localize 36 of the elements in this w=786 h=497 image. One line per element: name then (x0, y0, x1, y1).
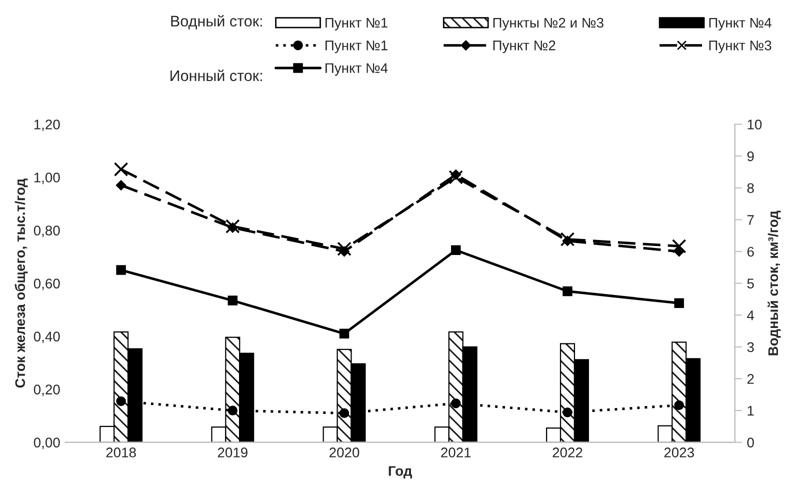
y-tick-label: 1,20 (34, 120, 60, 132)
x-tick-label: 2020 (330, 448, 360, 458)
text: Ионный сток: (170, 70, 262, 82)
y-tick-label: 1,00 (34, 172, 60, 184)
x-axis-title: Год (388, 466, 412, 479)
y2-tick-label: 1 (748, 406, 754, 416)
y2-tick-label: 8 (747, 183, 754, 194)
legend-label: Пункт №1 (326, 18, 388, 30)
legend-label: Пункт №3 (709, 40, 772, 54)
y-tick-label: 0,00 (34, 438, 60, 450)
legend-label: Пункт №4 (326, 63, 388, 76)
x-tick-label: 2023 (664, 448, 694, 458)
y2-tick-label: 9 (747, 151, 754, 162)
y2-tick-label: 6 (747, 246, 754, 257)
y2-axis-title: Водный сток, км³/год (768, 210, 781, 356)
y-tick-label: 0,60 (34, 278, 60, 290)
legend-label: Пункт №4 (709, 18, 772, 30)
legend-label: Пункт №2 (493, 40, 556, 54)
y-tick-label: 0,80 (34, 226, 60, 238)
y-tick-label: 0,40 (34, 332, 60, 344)
x-tick-label: 2022 (552, 448, 582, 458)
legend-label: Пункт №1 (326, 40, 388, 54)
y-axis-title: Сток железа общего, тыс.т/год (14, 178, 28, 388)
x-tick-label: 2019 (218, 448, 248, 458)
y2-tick-label: 4 (747, 310, 754, 320)
y2-tick-label: 10 (748, 120, 762, 130)
x-tick-label: 2018 (106, 448, 136, 458)
x-tick-label: 2021 (441, 448, 471, 458)
legend-label: Пункты №2 и №3 (493, 18, 604, 30)
y2-tick-label: 7 (747, 215, 754, 225)
y2-tick-label: 2 (747, 374, 754, 384)
y2-tick-label: 0 (747, 438, 754, 448)
y2-tick-label: 5 (747, 278, 754, 288)
text: Водный сток: (171, 15, 262, 30)
y-tick-label: 0,20 (34, 384, 60, 396)
y2-tick-label: 3 (747, 342, 754, 352)
